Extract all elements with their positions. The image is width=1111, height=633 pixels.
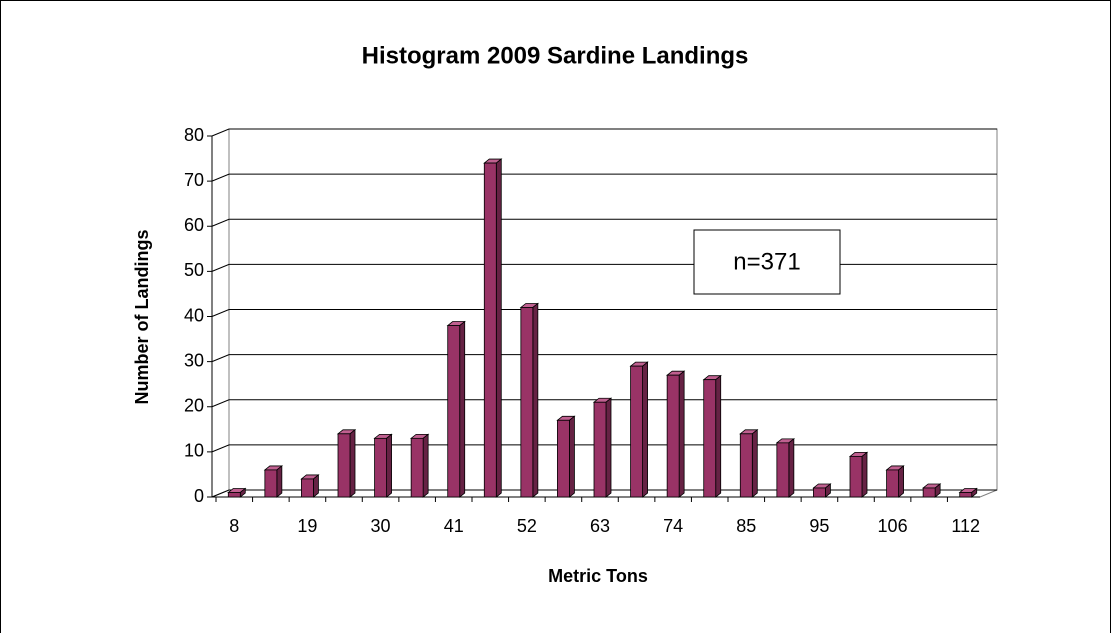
bar — [849, 455, 863, 498]
y-tick-label: 50 — [184, 260, 204, 280]
bar — [483, 162, 497, 498]
bar-side — [459, 320, 466, 498]
bar-side — [532, 302, 539, 498]
bar-side — [313, 474, 319, 498]
bar — [630, 365, 643, 498]
x-tick-label: 112 — [951, 516, 980, 536]
bar — [301, 478, 314, 498]
y-tick-label: 20 — [184, 396, 204, 416]
y-tick-label: 0 — [194, 486, 204, 506]
bar — [557, 419, 570, 498]
bar — [374, 437, 387, 498]
annotation: n=371 — [733, 248, 800, 275]
y-tick-label: 60 — [184, 215, 204, 235]
chart-title: Histogram 2009 Sardine Landings — [362, 42, 749, 69]
bar-side — [569, 415, 575, 498]
x-tick-label: 74 — [663, 516, 683, 536]
bar — [703, 379, 717, 498]
bar-side — [678, 370, 685, 498]
x-tick-label: 30 — [371, 516, 391, 536]
y-tick-label: 30 — [184, 350, 204, 370]
bar-side — [788, 438, 795, 498]
bar — [739, 433, 753, 498]
grid-line — [211, 128, 997, 137]
x-tick-label: 8 — [229, 516, 239, 536]
bar-side — [898, 465, 904, 498]
bar — [337, 433, 351, 498]
bar — [447, 325, 461, 498]
grid-line — [211, 354, 997, 363]
y-tick-label: 10 — [184, 441, 204, 461]
x-tick-label: 52 — [517, 516, 537, 536]
x-tick-label: 85 — [736, 516, 756, 536]
bar-side — [495, 158, 502, 498]
bar — [227, 492, 241, 498]
bar-side — [642, 361, 648, 498]
grid-line — [211, 218, 997, 227]
bar — [813, 487, 826, 498]
x-tick-label: 106 — [878, 516, 908, 536]
bar-side — [276, 465, 283, 498]
bar — [666, 374, 680, 498]
bar — [593, 401, 607, 498]
annotation-box — [693, 229, 841, 295]
bar — [886, 469, 899, 498]
bar-side — [861, 451, 868, 498]
y-tick-label: 80 — [184, 125, 204, 145]
bar-side — [386, 433, 392, 498]
bar-side — [349, 428, 356, 498]
bar — [922, 487, 936, 498]
x-axis-label: Metric Tons — [548, 566, 648, 586]
y-axis-label: Number of Landings — [132, 230, 152, 405]
x-tick-label: 95 — [809, 516, 829, 536]
y-tick-label: 70 — [184, 170, 204, 190]
bar — [520, 307, 534, 498]
x-tick-label: 41 — [444, 516, 464, 536]
bar — [959, 492, 973, 498]
bar-side — [751, 428, 758, 498]
bar-side — [605, 397, 612, 498]
grid-line — [211, 399, 997, 408]
plot-area: 0 10 20 30 40 50 60 70 80 8 19 30 41 52 63 74 85 95 106 112… — [184, 125, 998, 536]
bar — [410, 437, 424, 498]
bar — [264, 469, 278, 498]
bar — [776, 442, 790, 498]
y-tick-label: 40 — [184, 305, 204, 325]
bar-side — [422, 433, 429, 498]
x-tick-label: 19 — [297, 516, 317, 536]
x-tick-label: 63 — [590, 516, 610, 536]
grid-line — [211, 173, 997, 182]
bar-side — [715, 374, 722, 498]
grid-line — [211, 309, 997, 317]
